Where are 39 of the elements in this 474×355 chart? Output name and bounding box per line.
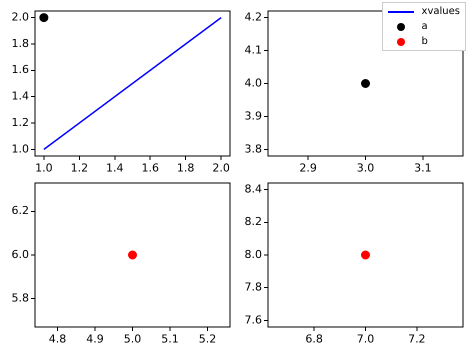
x-tick-label: 1.2 bbox=[70, 161, 88, 174]
x-tick-label: 7.0 bbox=[356, 332, 374, 346]
y-tick-label: 6.0 bbox=[12, 248, 29, 261]
y-tick-label: 8.0 bbox=[244, 248, 262, 261]
y-tick-label: 8.4 bbox=[244, 182, 262, 196]
x-tick-label: 5.0 bbox=[124, 332, 142, 346]
x-tick-label: 4.9 bbox=[86, 332, 104, 346]
y-tick-label: 1.0 bbox=[12, 142, 29, 156]
x-tick-label: 1.8 bbox=[176, 161, 194, 174]
x-tick-label: 7.2 bbox=[408, 332, 426, 346]
y-tick-label: 5.8 bbox=[12, 291, 29, 304]
x-tick-label: 1.4 bbox=[106, 161, 124, 174]
x-tick-label: 5.2 bbox=[198, 332, 216, 346]
legend-label: b bbox=[422, 35, 428, 49]
y-tick-label: 4.2 bbox=[244, 10, 262, 24]
y-tick-label: 2.0 bbox=[12, 10, 29, 24]
x-tick-label: 2.0 bbox=[212, 161, 230, 174]
y-tick-label: 6.2 bbox=[12, 204, 29, 218]
y-tick-label: 1.2 bbox=[12, 116, 29, 129]
y-tick-label: 1.8 bbox=[12, 36, 29, 50]
y-tick-label: 1.4 bbox=[12, 90, 29, 103]
y-tick-label: 1.6 bbox=[12, 63, 29, 76]
legend-label: xvalues bbox=[422, 5, 460, 19]
x-tick-label: 3.0 bbox=[356, 161, 374, 174]
x-tick-label: 1.6 bbox=[141, 161, 159, 174]
x-tick-label: 1.0 bbox=[35, 161, 53, 174]
y-tick-label: 4.1 bbox=[244, 43, 262, 56]
x-tick-label: 2.9 bbox=[299, 161, 317, 174]
y-tick-label: 7.6 bbox=[244, 313, 262, 326]
y-tick-label: 7.8 bbox=[244, 280, 262, 294]
x-tick-label: 5.1 bbox=[161, 332, 179, 346]
y-tick-label: 4.0 bbox=[244, 76, 262, 90]
x-tick-label: 4.8 bbox=[48, 332, 66, 346]
y-tick-label: 3.9 bbox=[244, 109, 262, 122]
y-tick-label: 8.2 bbox=[244, 215, 262, 228]
legend-label: a bbox=[422, 20, 428, 34]
y-tick-label: 3.8 bbox=[244, 142, 262, 156]
x-tick-label: 6.8 bbox=[305, 332, 323, 346]
x-tick-label: 3.1 bbox=[414, 161, 432, 174]
